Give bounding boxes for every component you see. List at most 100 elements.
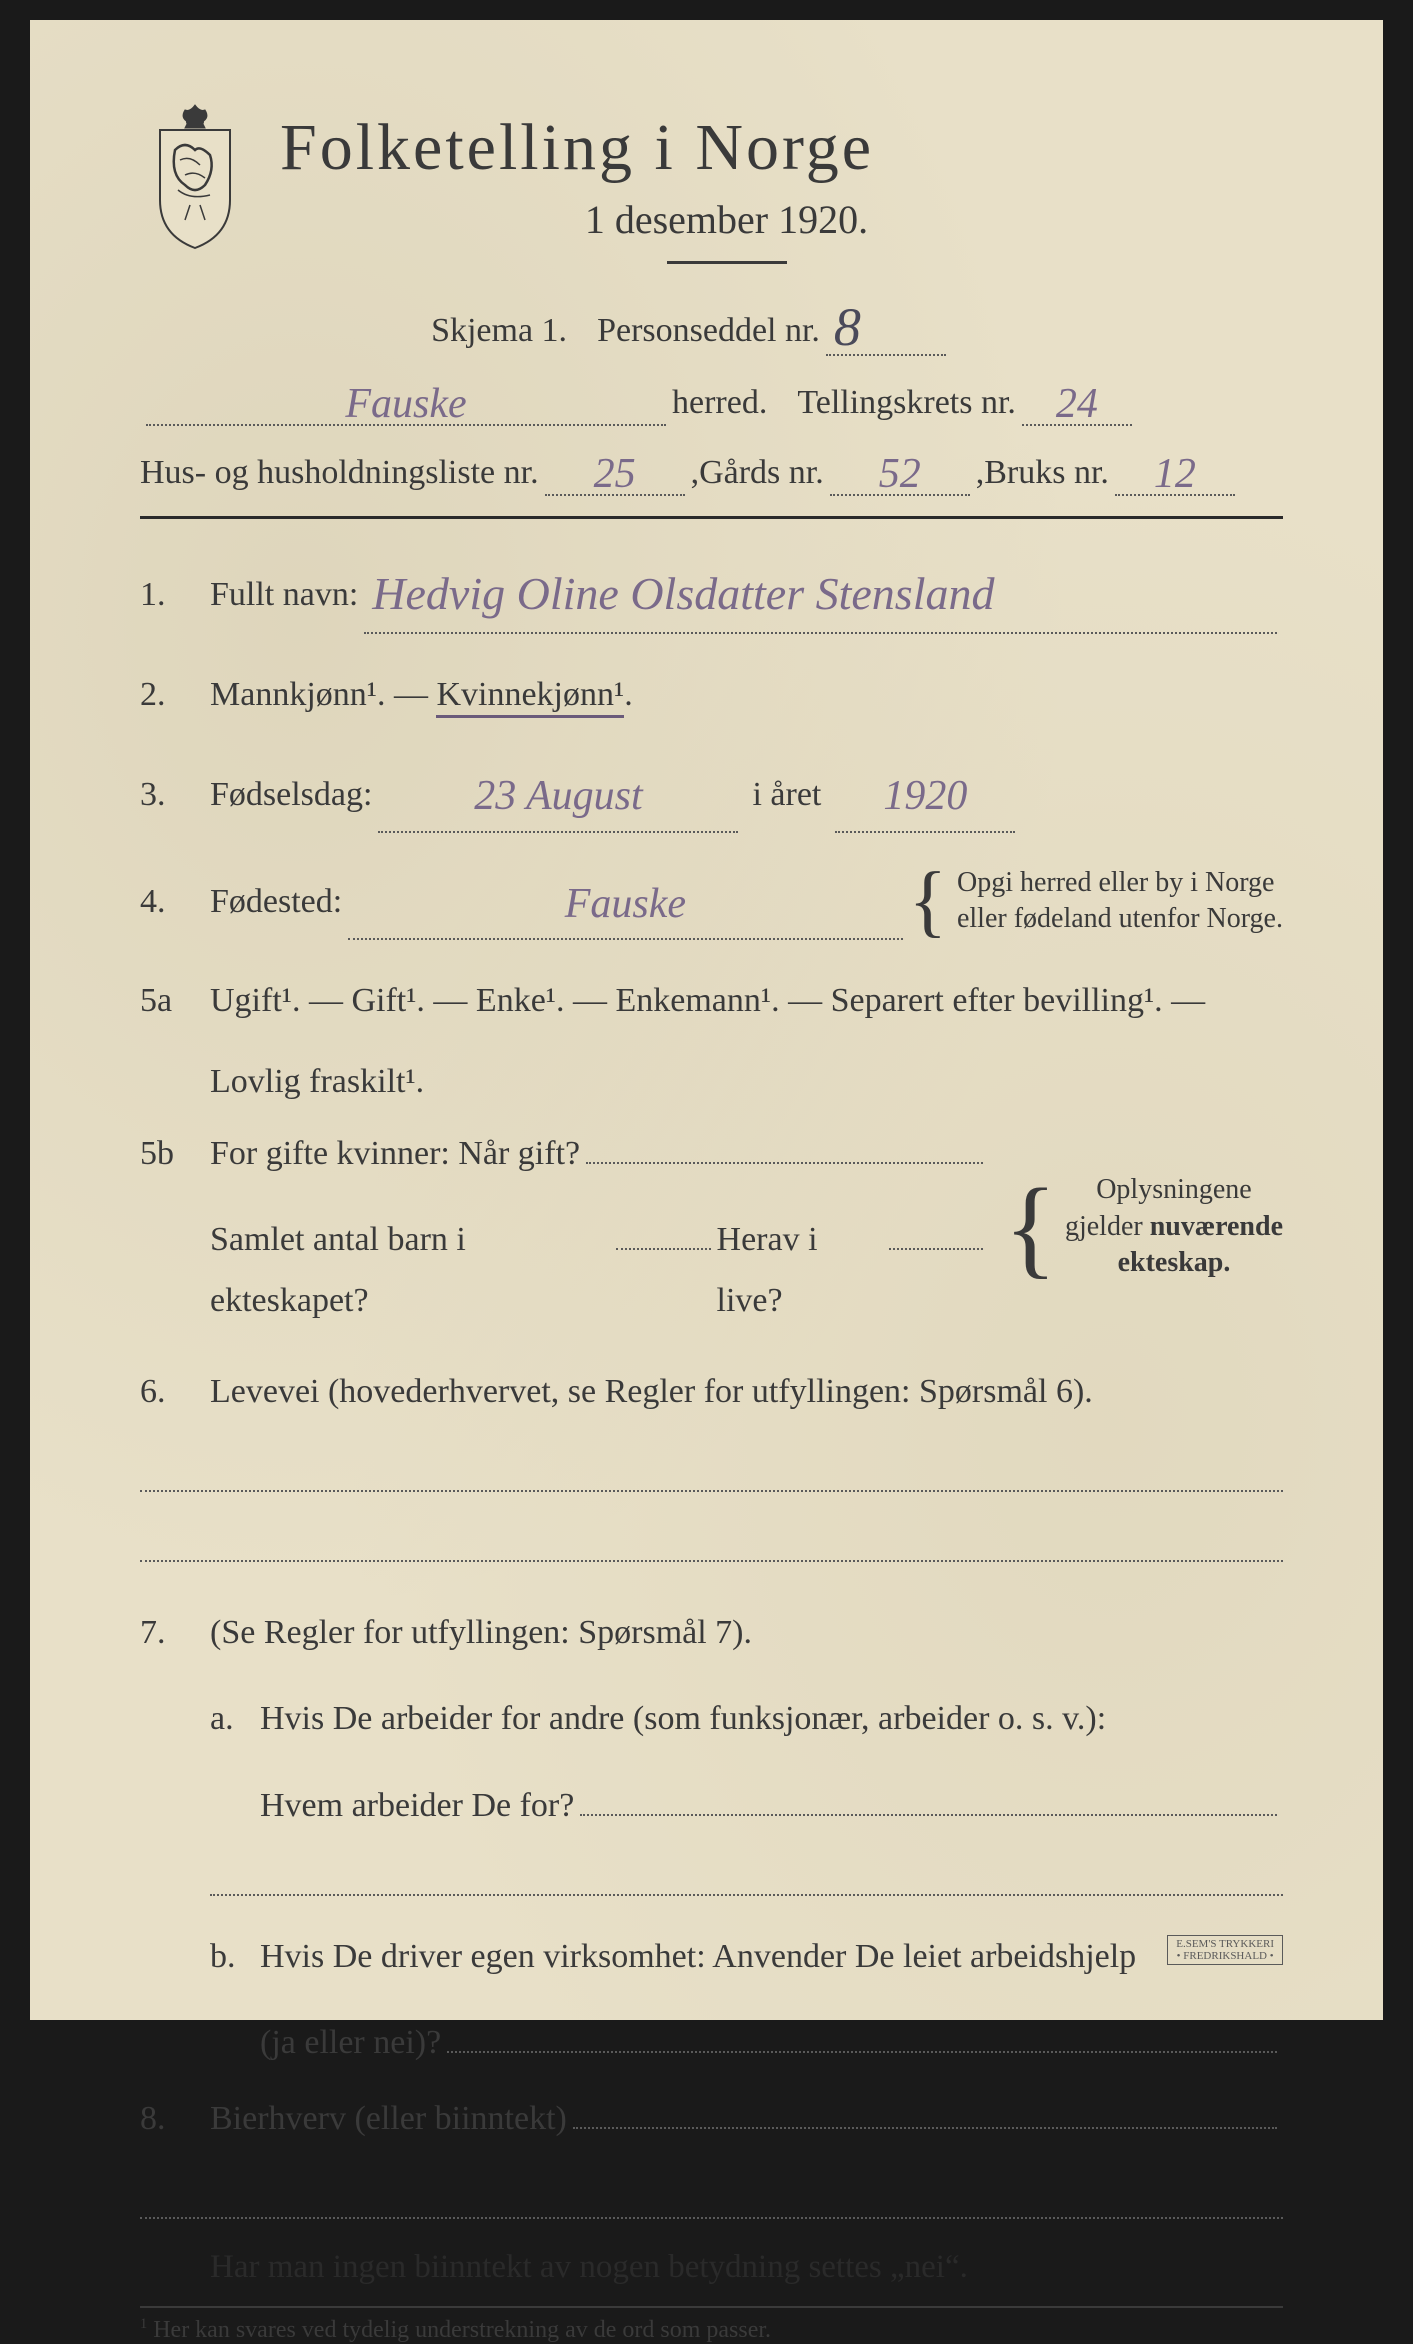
footer-note: Har man ingen biinntekt av nogen betydni… [140, 2249, 1283, 2286]
question-list: 1. Fullt navn: Hedvig Oline Olsdatter St… [140, 549, 1283, 2344]
q2-num: 2. [140, 664, 210, 725]
husliste-field: 25 [545, 446, 685, 496]
q7a-text1: Hvis De arbeider for andre (som funksjon… [260, 1688, 1283, 1749]
gards-field: 52 [830, 446, 970, 496]
q5b: 5b For gifte kvinner: Når gift? Samlet a… [140, 1123, 1283, 1332]
q7b-text1: Hvis De driver egen virksomhet: Anvender… [260, 1926, 1283, 1987]
q7a-field [580, 1776, 1277, 1816]
title-block: Folketelling i Norge 1 desember 1920. [280, 110, 1283, 292]
q5b-note-1: Oplysningene [1065, 1172, 1283, 1208]
census-form-page: Folketelling i Norge 1 desember 1920. Sk… [30, 20, 1383, 2020]
q1-label: Fullt navn: [210, 564, 358, 625]
q5a-text: Ugift¹. — Gift¹. — Enke¹. — Enkemann¹. —… [210, 970, 1283, 1031]
q2-selected: Kvinnekjønn¹ [436, 676, 624, 718]
footnote-rule [140, 2306, 1283, 2308]
q4-note-1: Opgi herred eller by i Norge [957, 865, 1283, 901]
herred-label: herred. [672, 384, 767, 422]
title-divider [667, 261, 787, 264]
q5b-note-3: ekteskap. [1065, 1245, 1283, 1281]
q7a-text2: Hvem arbeider De for? [260, 1775, 574, 1836]
q7b-field [447, 2013, 1277, 2053]
brace-icon: { [1004, 1194, 1057, 1260]
q4-field: Fauske [348, 863, 902, 941]
q4: 4. Fødested: Fauske { Opgi herred eller … [140, 863, 1283, 941]
footnote-text: Her kan svares ved tydelig understreknin… [153, 2317, 771, 2343]
q5a-num: 5a [140, 970, 210, 1031]
q5b-line2-field1 [616, 1210, 711, 1250]
q3-label: Fødselsdag: [210, 764, 372, 825]
q1: 1. Fullt navn: Hedvig Oline Olsdatter St… [140, 549, 1283, 634]
q5a-text2: Lovlig fraskilt¹. [210, 1051, 1283, 1112]
q4-label: Fødested: [210, 871, 342, 932]
personseddel-field: 8 [826, 292, 946, 356]
q3-day-field: 23 August [378, 755, 738, 833]
footnote: 1 Her kan svares ved tydelig understrekn… [140, 2316, 1283, 2344]
q7b-label: b. [210, 1926, 260, 2073]
q6-blank-1 [140, 1452, 1283, 1492]
tellingskrets-field: 24 [1022, 376, 1132, 426]
q5b-line1-field [586, 1124, 983, 1164]
bruks-value: 12 [1146, 451, 1204, 497]
q7a-blank [210, 1856, 1283, 1896]
q5b-line2-label: Samlet antal barn i ekteskapet? [210, 1209, 610, 1331]
q8-num: 8. [140, 2088, 210, 2149]
q3-year-label: i året [752, 764, 821, 825]
header: Folketelling i Norge 1 desember 1920. [140, 110, 1283, 292]
q8: 8. Bierhverv (eller biinntekt) [140, 2088, 1283, 2149]
q4-note-2: eller fødeland utenfor Norge. [957, 901, 1283, 937]
q5b-num: 5b [140, 1123, 210, 1184]
q1-value: Hedvig Oline Olsdatter Stensland [364, 568, 1002, 619]
main-title: Folketelling i Norge [280, 110, 1283, 186]
q4-num: 4. [140, 871, 210, 932]
q5b-note-group: { Oplysningene gjelder nuværende ekteska… [1004, 1172, 1283, 1281]
q8-field [573, 2089, 1277, 2129]
q2-after: . [624, 676, 633, 713]
q4-value: Fauske [557, 881, 694, 927]
q6-text: Levevei (hovederhvervet, se Regler for u… [210, 1361, 1283, 1422]
q8-label: Bierhverv (eller biinntekt) [210, 2088, 567, 2149]
footnote-marker: 1 [140, 2316, 147, 2332]
tellingskrets-label: Tellingskrets nr. [797, 384, 1016, 422]
q3: 3. Fødselsdag: 23 August i året 1920 [140, 755, 1283, 833]
q7a-label: a. [210, 1688, 260, 1835]
herred-row: Fauske herred. Tellingskrets nr. 24 [140, 376, 1283, 426]
q1-field: Hedvig Oline Olsdatter Stensland [364, 549, 1277, 634]
q7-intro: (Se Regler for utfyllingen: Spørsmål 7). [210, 1602, 1283, 1663]
q8-blank [140, 2179, 1283, 2219]
personseddel-row: Skjema 1. Personseddel nr. 8 [100, 292, 1283, 356]
herred-field: Fauske [146, 376, 666, 426]
q1-num: 1. [140, 564, 210, 625]
q4-note-group: { Opgi herred eller by i Norge eller fød… [909, 865, 1283, 938]
printer-line1: E.SEM'S TRYKKERI [1176, 1938, 1274, 1950]
bruks-field: 12 [1115, 446, 1235, 496]
personseddel-label: Personseddel nr. [597, 312, 820, 350]
q6-num: 6. [140, 1361, 210, 1422]
husliste-label: Hus- og husholdningsliste nr. [140, 454, 539, 492]
printer-mark: E.SEM'S TRYKKERI • FREDRIKSHALD • [1167, 1935, 1283, 1965]
personseddel-value: 8 [826, 297, 869, 357]
q5b-line2-label2: Herav i live? [717, 1209, 883, 1331]
q2-before: Mannkjønn¹. — [210, 676, 436, 713]
q5a: 5a Ugift¹. — Gift¹. — Enke¹. — Enkemann¹… [140, 970, 1283, 1112]
header-rule [140, 516, 1283, 519]
tellingskrets-value: 24 [1048, 381, 1106, 427]
q6: 6. Levevei (hovederhvervet, se Regler fo… [140, 1361, 1283, 1422]
printer-line2: • FREDRIKSHALD • [1176, 1950, 1274, 1962]
q6-blank-2 [140, 1522, 1283, 1562]
q7: 7. (Se Regler for utfyllingen: Spørsmål … [140, 1602, 1283, 2073]
gards-label: Gårds nr. [699, 454, 824, 492]
q3-year-field: 1920 [835, 755, 1015, 833]
q3-num: 3. [140, 764, 210, 825]
brace-icon: { [909, 877, 947, 925]
skjema-label: Skjema 1. [431, 312, 567, 350]
husliste-value: 25 [586, 451, 644, 497]
subtitle: 1 desember 1920. [170, 196, 1283, 243]
q5b-line2-field2 [889, 1210, 984, 1250]
gards-value: 52 [871, 451, 929, 497]
q3-year-value: 1920 [875, 773, 975, 819]
herred-value: Fauske [337, 381, 474, 427]
q7b-text2: (ja eller nei)? [260, 2012, 441, 2073]
husliste-row: Hus- og husholdningsliste nr. 25 , Gårds… [140, 446, 1283, 496]
q5b-note-2: gjelder nuværende [1065, 1209, 1283, 1245]
q2: 2. Mannkjønn¹. — Kvinnekjønn¹. [140, 664, 1283, 725]
